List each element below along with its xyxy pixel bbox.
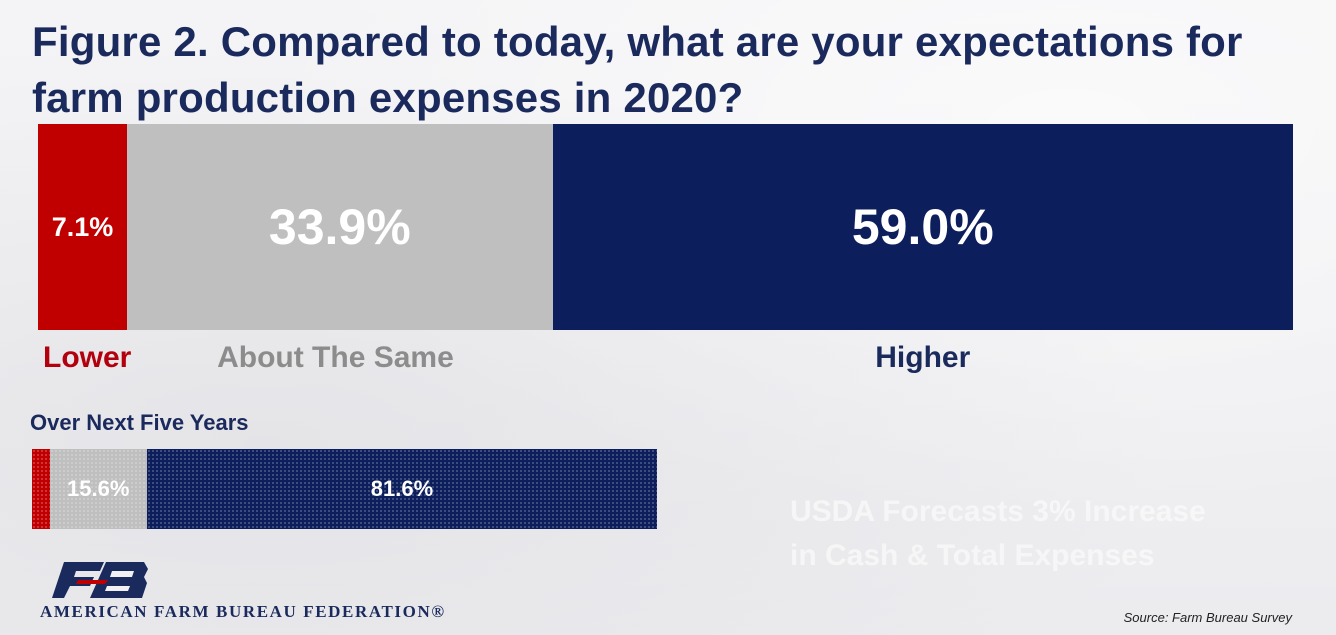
five-year-stacked-bar: 15.6% 81.6% [32,449,657,529]
category-label-higher: Higher [875,341,971,374]
five-year-value-label: 15.6% [67,476,130,501]
chart-title: Figure 2. Compared to today, what are yo… [32,18,1243,121]
sub-chart-title: Over Next Five Years [30,410,249,435]
category-label-lower: Lower [43,341,132,374]
logo-text: AMERICAN FARM BUREAU FEDERATION® [40,602,446,621]
afbf-logo: AMERICAN FARM BUREAU FEDERATION® [40,560,480,630]
bar-value-label: 7.1% [51,211,114,242]
fb-logo-mark-icon [52,562,148,598]
usda-forecast-note: USDA Forecasts 3% Increase in Cash & Tot… [790,490,1206,578]
bar-value-label: 33.9% [268,199,411,255]
usda-forecast-line-1: USDA Forecasts 3% Increase [790,495,1206,528]
five-year-value-label: 81.6% [370,476,434,501]
main-stacked-bar: 7.1% 33.9% 59.0% [38,124,1293,330]
five-year-segment-higher: 81.6% [147,449,657,529]
usda-forecast-line-2: in Cash & Total Expenses [790,539,1155,572]
five-year-segment-about-the-same: 15.6% [49,449,147,529]
bar-segment-lower: 7.1% [38,124,128,330]
source-note: Source: Farm Bureau Survey [1123,610,1292,625]
bar-segment-higher: 59.0% [552,124,1293,330]
five-year-segment-lower [32,449,50,529]
category-label-about-the-same: About The Same [217,341,454,374]
bar-segment-about-the-same: 33.9% [127,124,553,330]
bar-value-label: 59.0% [851,199,994,255]
